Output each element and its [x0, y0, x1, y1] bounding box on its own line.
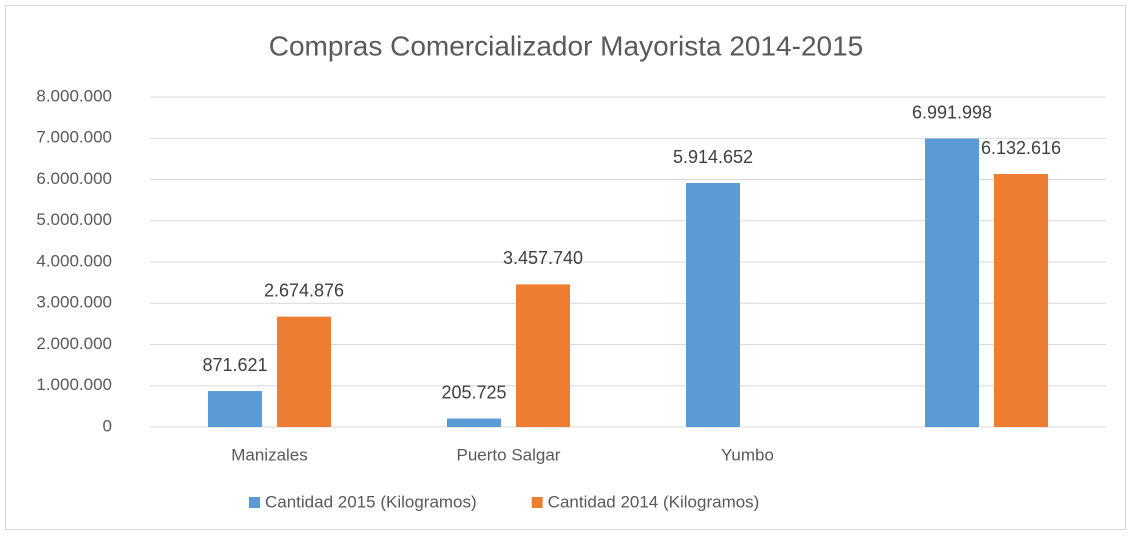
y-tick-label: 4.000.000: [36, 251, 112, 270]
y-tick-label: 2.000.000: [36, 334, 112, 353]
x-tick-label: Puerto Salgar: [457, 445, 561, 464]
y-tick-label: 6.000.000: [36, 169, 112, 188]
bar: [208, 391, 262, 427]
chart-title: Compras Comercializador Mayorista 2014-2…: [269, 30, 863, 61]
value-label: 2.674.876: [264, 280, 344, 300]
value-label: 3.457.740: [503, 248, 583, 268]
value-label: 6.991.998: [912, 102, 992, 122]
bar: [277, 316, 331, 427]
bar: [516, 284, 570, 427]
y-tick-label: 5.000.000: [36, 210, 112, 229]
y-tick-label: 3.000.000: [36, 293, 112, 312]
value-label: 871.621: [202, 355, 267, 375]
legend-swatch: [249, 497, 260, 508]
bar: [447, 418, 501, 427]
x-tick-label: Manizales: [231, 445, 308, 464]
legend-swatch: [531, 497, 543, 508]
bar: [925, 138, 979, 427]
y-tick-label: 7.000.000: [36, 128, 112, 147]
y-tick-label: 0: [103, 416, 112, 435]
bar: [686, 183, 740, 427]
y-tick-label: 8.000.000: [36, 86, 112, 105]
value-label: 5.914.652: [673, 147, 753, 167]
legend-label: Cantidad 2015 (Kilogramos): [265, 492, 477, 511]
x-tick-label: Yumbo: [721, 445, 774, 464]
legend-label: Cantidad 2014 (Kilogramos): [548, 492, 760, 511]
bar: [994, 174, 1048, 427]
value-label: 6.132.616: [981, 138, 1061, 158]
y-tick-label: 1.000.000: [36, 375, 112, 394]
value-label: 205.725: [441, 382, 506, 402]
